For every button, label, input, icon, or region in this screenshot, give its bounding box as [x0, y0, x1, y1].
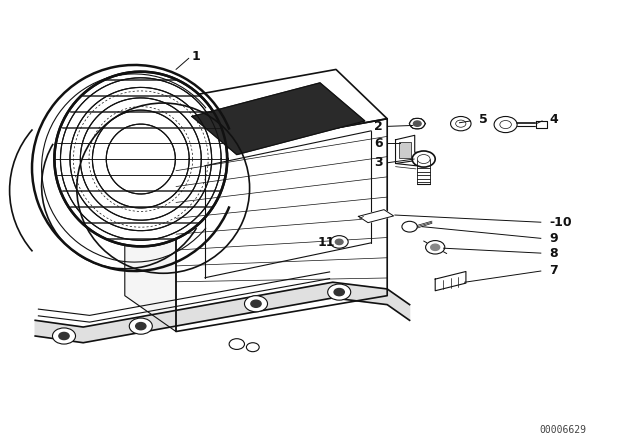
Text: 3: 3	[374, 156, 383, 169]
Bar	[399, 142, 411, 158]
Text: 1: 1	[191, 49, 200, 63]
Polygon shape	[358, 210, 394, 223]
Text: 4: 4	[549, 113, 558, 126]
Circle shape	[229, 339, 244, 349]
Text: 11: 11	[317, 236, 335, 250]
Circle shape	[451, 116, 471, 131]
Circle shape	[251, 300, 261, 307]
Polygon shape	[125, 69, 387, 157]
Polygon shape	[192, 83, 365, 155]
Text: 00006629: 00006629	[540, 425, 587, 435]
Circle shape	[426, 241, 445, 254]
Polygon shape	[396, 135, 426, 164]
Circle shape	[335, 239, 343, 245]
Circle shape	[413, 121, 421, 126]
Circle shape	[129, 318, 152, 334]
Circle shape	[334, 289, 344, 296]
Text: 7: 7	[549, 263, 558, 277]
Polygon shape	[536, 121, 547, 128]
Circle shape	[402, 221, 417, 232]
Polygon shape	[54, 72, 227, 246]
Circle shape	[456, 120, 466, 127]
Polygon shape	[35, 282, 410, 343]
Circle shape	[494, 116, 517, 133]
Text: 6: 6	[374, 137, 383, 150]
Circle shape	[246, 343, 259, 352]
Circle shape	[328, 284, 351, 300]
Polygon shape	[125, 108, 176, 332]
Circle shape	[500, 121, 511, 129]
Text: 9: 9	[549, 232, 557, 245]
Circle shape	[330, 236, 348, 248]
Circle shape	[59, 332, 69, 340]
Circle shape	[412, 151, 435, 167]
Text: -10: -10	[549, 215, 572, 229]
Polygon shape	[176, 119, 387, 332]
Polygon shape	[435, 271, 466, 291]
Circle shape	[431, 244, 440, 250]
Circle shape	[52, 328, 76, 344]
Circle shape	[244, 296, 268, 312]
Circle shape	[417, 155, 430, 164]
Circle shape	[136, 323, 146, 330]
Text: 8: 8	[549, 246, 557, 260]
Text: 5: 5	[479, 113, 488, 126]
Circle shape	[410, 118, 425, 129]
Text: 2: 2	[374, 120, 383, 133]
